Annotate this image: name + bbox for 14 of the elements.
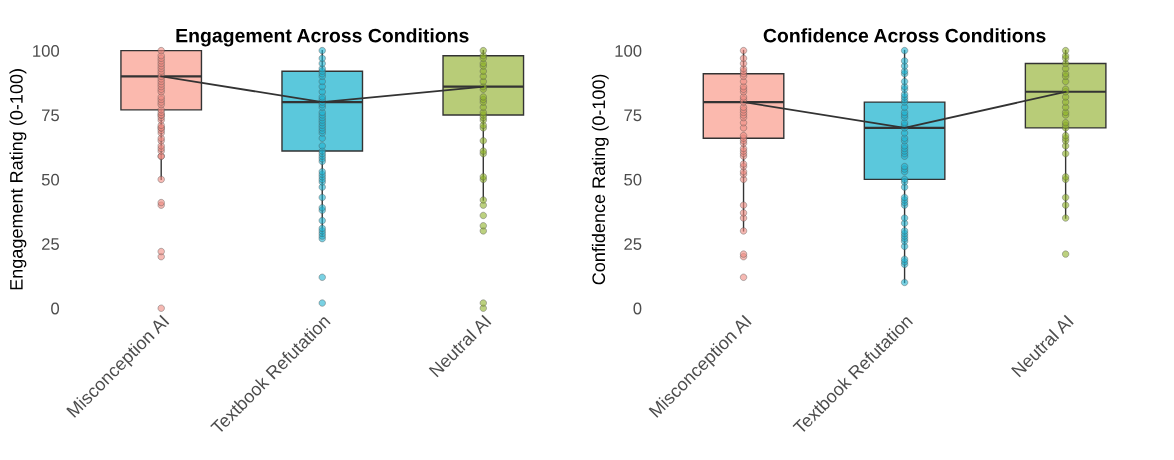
y-tick-label: 75 [624, 109, 642, 122]
y-tick-label: 25 [42, 238, 60, 250]
y-tick-label: 100 [33, 45, 60, 57]
y-tick-label: 50 [624, 173, 642, 186]
y-tick-label: 0 [51, 302, 60, 315]
y-tick-label: 0 [633, 302, 642, 315]
y-tick-label: 100 [615, 45, 642, 57]
chart-title: Confidence Across Conditions [763, 28, 1046, 43]
y-tick-label: 25 [624, 238, 642, 250]
chart-title: Engagement Across Conditions [176, 28, 469, 47]
y-tick-label: 50 [41, 173, 60, 186]
y-axis-title: Confidence Rating (0-100) [591, 74, 609, 285]
y-axis-title: Engagement Rating (0-100) [9, 69, 27, 290]
y-tick-label: 75 [42, 109, 60, 122]
